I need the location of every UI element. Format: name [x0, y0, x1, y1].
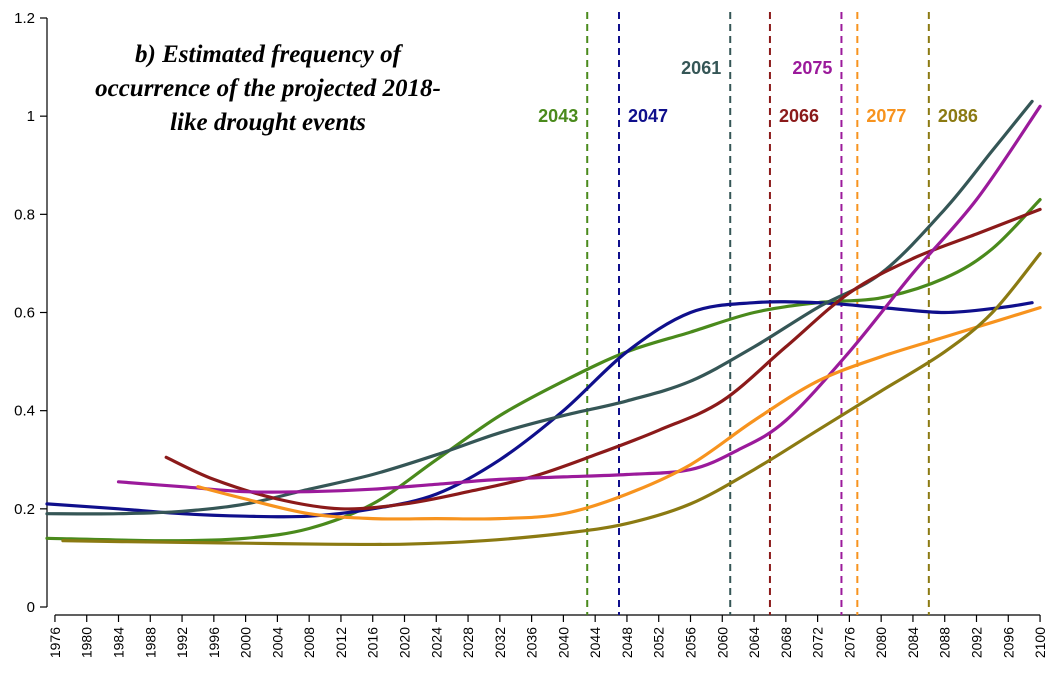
x-tick-label: 2088	[937, 627, 953, 658]
x-tick-label: 2044	[587, 627, 603, 658]
y-tick-label: 1	[27, 108, 35, 125]
x-tick-label: 2096	[1000, 627, 1016, 658]
series-line-2	[45, 300, 1034, 519]
x-tick-label: 2072	[810, 627, 826, 658]
x-tick-label: 2040	[555, 627, 571, 658]
series-line-4	[164, 207, 1042, 511]
y-tick-label: 0.6	[14, 305, 35, 322]
reference-label-2043: 2043	[538, 106, 578, 126]
reference-label-2086: 2086	[938, 106, 978, 126]
x-tick-label: 2012	[333, 627, 349, 658]
x-tick-label: 2060	[714, 627, 730, 658]
reference-label-2047: 2047	[628, 106, 668, 126]
series-line-3	[45, 99, 1034, 516]
x-tick-label: 2100	[1032, 627, 1048, 658]
x-tick-label: 2000	[238, 627, 254, 658]
x-tick-label: 2080	[873, 627, 889, 658]
title-line-3: like drought events	[170, 109, 366, 136]
reference-label-2075: 2075	[792, 58, 832, 78]
y-tick-label: 0.8	[14, 206, 35, 223]
reference-label-2066: 2066	[779, 106, 819, 126]
x-tick-label: 1988	[142, 627, 158, 658]
series-lines	[45, 99, 1042, 547]
reference-label-2077: 2077	[866, 106, 906, 126]
y-tick-label: 0.2	[14, 501, 35, 518]
x-tick-label: 2076	[841, 627, 857, 658]
vertical-reference-lines: 2043 2047 2061 2066 2075 2077 2086	[538, 12, 978, 615]
x-tick-label: 2068	[778, 627, 794, 658]
series-line-6	[196, 306, 1042, 521]
x-tick-label: 1992	[174, 627, 190, 658]
x-tick-label: 2004	[269, 627, 285, 658]
x-tick-label: 2020	[397, 627, 413, 658]
x-tick-label: 2032	[492, 627, 508, 658]
chart-title: b) Estimated frequency of occurrence of …	[95, 41, 441, 136]
x-tick-label: 2052	[651, 627, 667, 658]
x-tick-label: 1996	[206, 627, 222, 658]
x-tick-label: 2028	[460, 627, 476, 658]
x-tick-label: 1976	[47, 627, 63, 658]
x-tick-label: 2064	[746, 627, 762, 658]
x-tick-label: 2056	[683, 627, 699, 658]
series-line-5	[116, 104, 1042, 494]
title-line-1: b) Estimated frequency of	[135, 41, 404, 68]
x-tick-label: 2048	[619, 627, 635, 658]
axes: 0 0.2 0.4 0.6 0.8 1 1.2 1976 1980 1984 1988 1992 199…	[14, 10, 1048, 658]
x-tick-label: 2016	[365, 627, 381, 658]
x-tick-label: 2024	[428, 627, 444, 658]
y-tick-label: 0.4	[14, 403, 35, 420]
x-tick-label: 1984	[111, 627, 127, 658]
x-tick-label: 2008	[301, 627, 317, 658]
reference-label-2061: 2061	[681, 58, 721, 78]
x-tick-label: 2092	[969, 627, 985, 658]
y-tick-label: 1.2	[14, 10, 35, 27]
x-tick-label: 2036	[524, 627, 540, 658]
x-tick-label: 1980	[79, 627, 95, 658]
x-tick-label: 2084	[905, 627, 921, 658]
series-line-7	[61, 252, 1042, 547]
y-tick-label: 0	[27, 599, 35, 616]
title-line-2: occurrence of the projected 2018-	[95, 75, 441, 102]
series-line-1	[45, 198, 1042, 543]
